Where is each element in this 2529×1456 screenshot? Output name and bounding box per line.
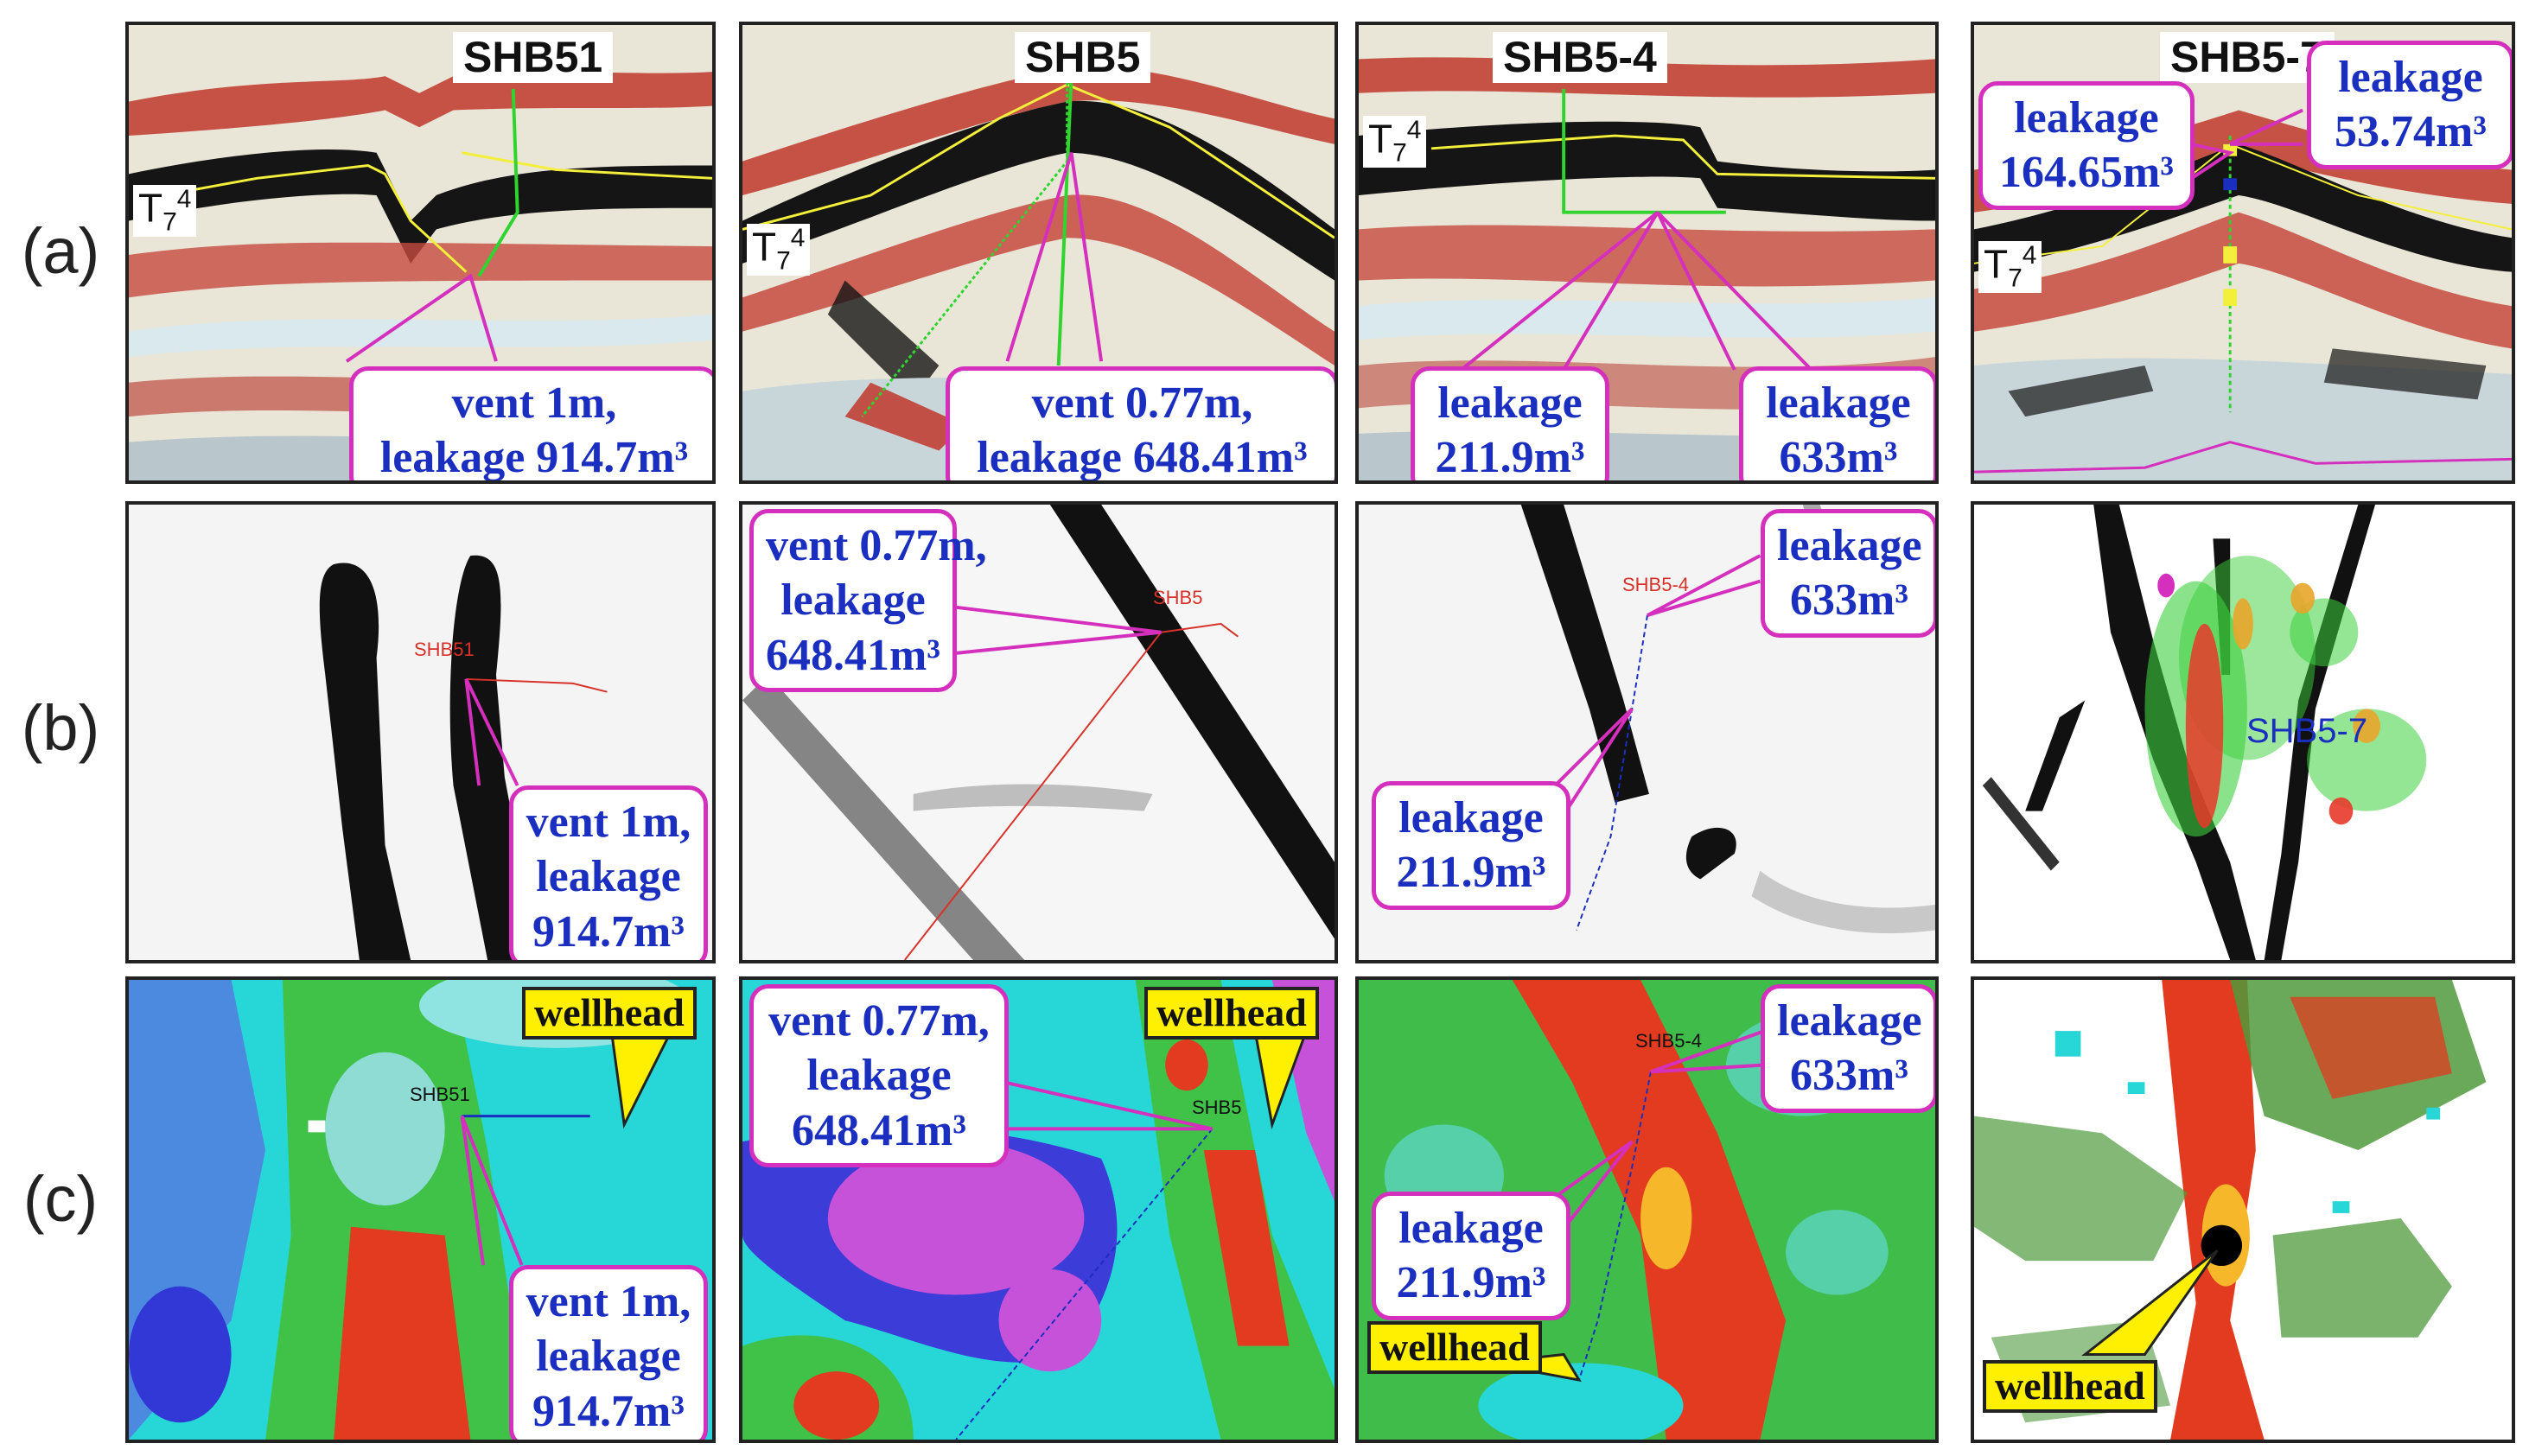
panel-c-shb54: SHB5-4 leakage 633m³ leakage 211.9m³ wellh… <box>1355 976 1939 1443</box>
wellhead-label: wellhead <box>522 987 697 1040</box>
attribute-slice-image <box>1974 505 2512 960</box>
row-label-c: (c) <box>22 1163 99 1235</box>
well-label-shb5: SHB5 <box>1015 32 1151 83</box>
row-label-a: (a) <box>21 215 100 287</box>
horizon-label-t74: T74 <box>1363 116 1427 168</box>
wellhead-label: wellhead <box>1367 1321 1542 1374</box>
well-label-shb57: SHB5-7 <box>2160 32 2335 83</box>
callout-shb54-leakage-633: leakage 633m³ <box>1739 366 1935 480</box>
horizon-label-t74: T74 <box>1978 241 2042 293</box>
panel-b-shb5: SHB5 vent 0.77m, leakage 648.41m³ <box>739 501 1338 963</box>
well-label-shb54: SHB5-4 <box>1622 574 1690 595</box>
panel-c-shb5: SHB5 wellhead vent 0.77m, leakage 648.41m³ <box>739 976 1338 1443</box>
well-label-shb51: SHB51 <box>453 32 614 83</box>
panel-b-shb54: SHB5-4 leakage 633m³ leakage 211.9m³ <box>1355 501 1939 963</box>
callout-shb51-vent-leakage: vent 1m, leakage 914.7m³ <box>509 1265 708 1440</box>
callout-shb54-leakage-633: leakage 633m³ <box>1761 984 1935 1113</box>
callout-shb5-vent-leakage: vent 0.77m, leakage 648.41m³ <box>749 509 987 693</box>
panel-a-shb5: SHB5 T74 vent 0.77m, leakage 648.41m³ <box>739 22 1338 484</box>
panel-b-shb51: SHB51 vent 1m, leakage 914.7m³ <box>125 501 716 963</box>
wellhead-label: wellhead <box>1983 1360 2157 1413</box>
panel-a-shb57: SHB5-7 T74 leakage 164.65m³ leakage 53.74m… <box>1971 22 2515 484</box>
horizon-label-t74: T74 <box>747 224 811 276</box>
wellhead-label: wellhead <box>1144 987 1319 1040</box>
panel-c-shb51: SHB51 wellhead vent 1m, leakage 914.7m³ <box>125 976 716 1443</box>
callout-shb57-leakage-53: leakage 53.74m³ <box>2307 41 2512 169</box>
well-label-shb5: SHB5 <box>1192 1097 1242 1118</box>
panel-c-shb57: wellhead <box>1971 976 2515 1443</box>
well-label-shb51: SHB51 <box>414 639 475 660</box>
panel-a-shb54: SHB5-4 T74 leakage 211.9m³ leakage 633m³ <box>1355 22 1939 484</box>
callout-shb54-leakage-211: leakage 211.9m³ <box>1372 781 1570 910</box>
callout-shb54-leakage-633: leakage 633m³ <box>1761 509 1935 638</box>
callout-shb54-leakage-211: leakage 211.9m³ <box>1372 1192 1570 1320</box>
callout-shb51-vent-leakage: vent 1m, leakage 914.7m³ <box>349 366 712 480</box>
callout-shb51-vent-leakage: vent 1m, leakage 914.7m³ <box>509 785 708 960</box>
callout-shb5-vent-leakage: vent 0.77m, leakage 648.41m³ <box>946 366 1335 480</box>
well-label-shb57: SHB5-7 <box>2246 712 2368 750</box>
well-label-shb54: SHB5-4 <box>1493 32 1667 83</box>
callout-shb5-vent-leakage: vent 0.77m, leakage 648.41m³ <box>749 984 1009 1168</box>
callout-shb54-leakage-211: leakage 211.9m³ <box>1411 366 1609 480</box>
well-label-shb51: SHB51 <box>410 1084 470 1105</box>
well-label-shb54: SHB5-4 <box>1635 1030 1703 1052</box>
panel-a-shb51: SHB51 T74 vent 1m, leakage 914.7m³ <box>125 22 716 484</box>
horizon-label-t74: T74 <box>133 185 197 237</box>
well-label-shb5: SHB5 <box>1153 587 1203 608</box>
callout-shb57-leakage-164: leakage 164.65m³ <box>1978 81 2195 210</box>
row-label-b: (b) <box>21 692 100 764</box>
panel-b-shb57: SHB5-7 <box>1971 501 2515 963</box>
